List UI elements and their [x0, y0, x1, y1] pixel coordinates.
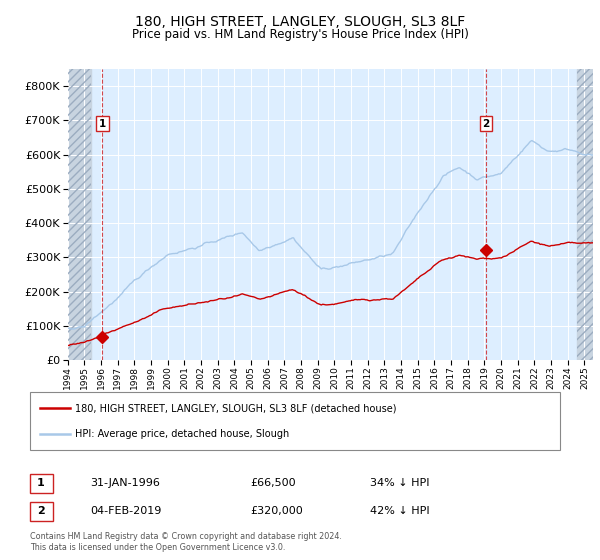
Text: 180, HIGH STREET, LANGLEY, SLOUGH, SL3 8LF: 180, HIGH STREET, LANGLEY, SLOUGH, SL3 8… [135, 15, 465, 29]
Text: 31-JAN-1996: 31-JAN-1996 [90, 478, 160, 488]
Text: 42% ↓ HPI: 42% ↓ HPI [370, 506, 430, 516]
Bar [68, 69, 91, 360]
Text: 2: 2 [482, 119, 490, 129]
Text: £320,000: £320,000 [250, 506, 303, 516]
Text: HPI: Average price, detached house, Slough: HPI: Average price, detached house, Slou… [75, 429, 289, 439]
Text: 1: 1 [37, 478, 45, 488]
Text: 2: 2 [37, 506, 45, 516]
Text: Contains HM Land Registry data © Crown copyright and database right 2024.: Contains HM Land Registry data © Crown c… [30, 532, 342, 541]
Text: £66,500: £66,500 [250, 478, 296, 488]
Bar [68, 69, 91, 360]
Bar [577, 69, 593, 360]
Text: 34% ↓ HPI: 34% ↓ HPI [370, 478, 430, 488]
FancyBboxPatch shape [29, 474, 53, 492]
Text: Price paid vs. HM Land Registry's House Price Index (HPI): Price paid vs. HM Land Registry's House … [131, 28, 469, 41]
FancyBboxPatch shape [30, 392, 560, 450]
Text: 04-FEB-2019: 04-FEB-2019 [90, 506, 161, 516]
Bar [577, 69, 593, 360]
Text: 1: 1 [99, 119, 106, 129]
Text: 180, HIGH STREET, LANGLEY, SLOUGH, SL3 8LF (detached house): 180, HIGH STREET, LANGLEY, SLOUGH, SL3 8… [75, 403, 397, 413]
Text: This data is licensed under the Open Government Licence v3.0.: This data is licensed under the Open Gov… [30, 543, 286, 552]
FancyBboxPatch shape [29, 502, 53, 520]
